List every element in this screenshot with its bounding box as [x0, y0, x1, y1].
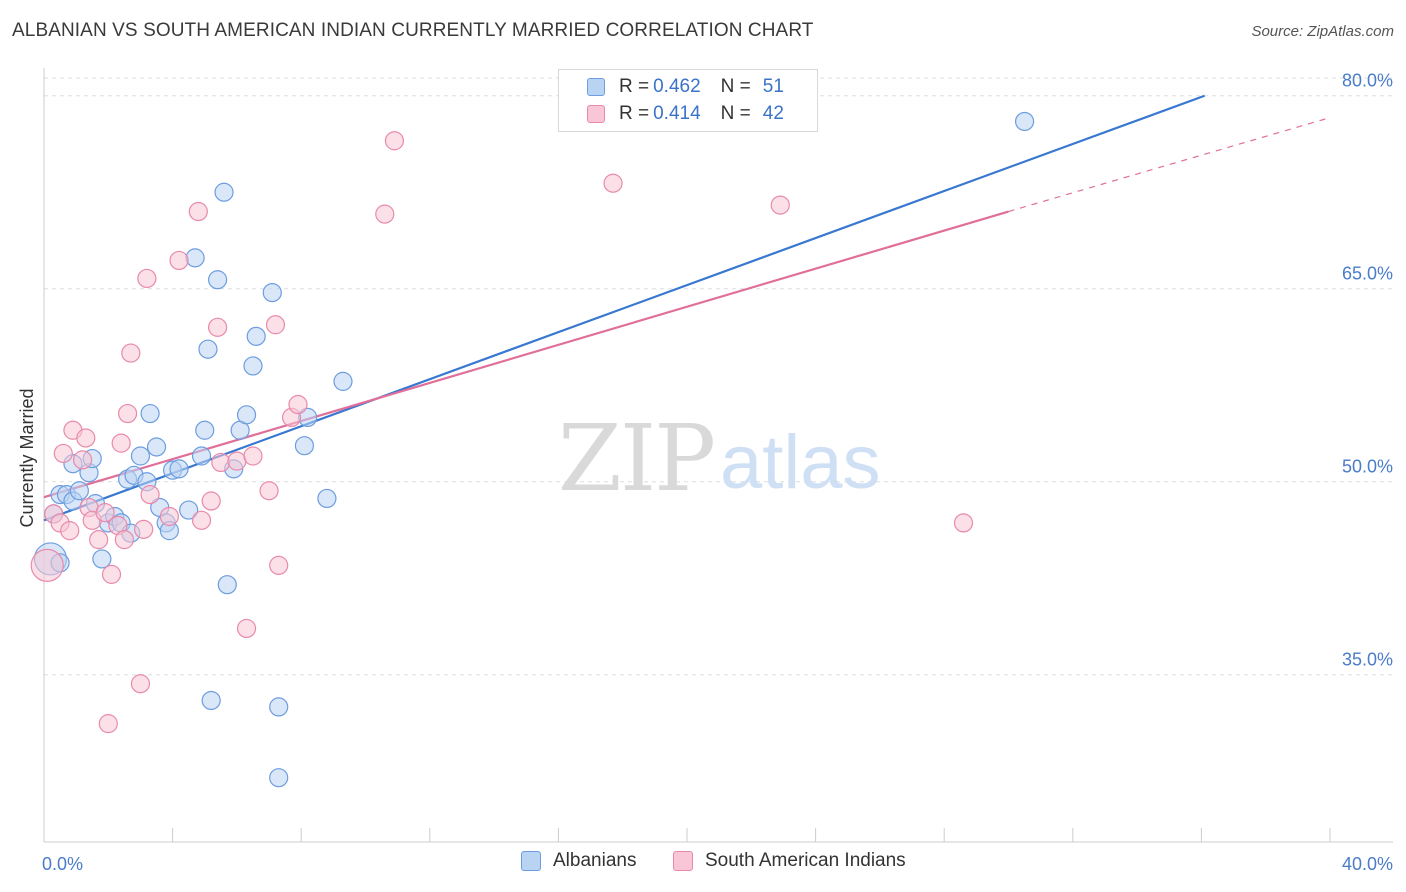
point-south-american-indians [191, 510, 212, 530]
point-albanians [269, 768, 289, 788]
series-legend-south-american-indians: South American Indians [673, 850, 906, 872]
trendline-albanians [43, 94, 1205, 522]
point-south-american-indians [121, 343, 141, 363]
point-south-american-indians [211, 452, 231, 473]
legend-swatch-albanians [587, 78, 605, 96]
point-south-american-indians [117, 403, 138, 424]
y-axis-label: Currently Married [17, 388, 37, 527]
point-south-american-indians [53, 443, 73, 464]
point-albanians [140, 403, 160, 424]
stats-legend: R = 0.462 N = 51 R = 0.414 N = 42 [558, 69, 818, 132]
point-albanians [246, 326, 266, 346]
series-swatch-south-american-indians [673, 851, 693, 871]
point-south-american-indians [89, 530, 109, 550]
chart-title: ALBANIAN VS SOUTH AMERICAN INDIAN CURREN… [12, 20, 814, 41]
point-south-american-indians [137, 268, 157, 289]
point-south-american-indians [603, 173, 623, 193]
point-albanians [92, 549, 112, 569]
point-albanians [262, 282, 282, 303]
y-tick-label: 80.0% [1342, 71, 1393, 91]
trendline-south-american-indians-extension [1008, 117, 1331, 213]
point-south-american-indians [375, 204, 395, 224]
point-south-american-indians [95, 503, 115, 523]
point-albanians [201, 690, 221, 711]
x-tick-label-min: 0.0% [42, 854, 83, 874]
point-albanians [208, 270, 228, 290]
point-albanians [317, 488, 337, 509]
point-south-american-indians [384, 131, 405, 151]
point-albanians [179, 500, 199, 520]
legend-n-value: 51 [762, 76, 784, 97]
point-albanians [169, 459, 189, 479]
point-south-american-indians [72, 450, 93, 470]
point-albanians [195, 420, 215, 440]
point-albanians [146, 437, 167, 457]
point-south-american-indians [169, 250, 189, 271]
legend-row-albanians: R = 0.462 N = 51 [587, 73, 784, 101]
point-albanians [269, 697, 289, 717]
legend-r-label: R = [619, 76, 650, 97]
point-south-american-indians [134, 519, 154, 539]
point-albanians [333, 371, 353, 391]
point-south-american-indians [770, 195, 790, 215]
point-albanians [191, 446, 212, 466]
point-south-american-indians [101, 564, 122, 584]
point-south-american-indians [114, 530, 134, 550]
legend-row-south-american-indians: R = 0.414 N = 42 [587, 100, 784, 128]
point-albanians [243, 356, 263, 376]
source-label: Source: ZipAtlas.com [1251, 23, 1394, 40]
point-south-american-indians [201, 491, 221, 511]
point-south-american-indians [236, 618, 257, 639]
point-south-american-indians [140, 485, 160, 505]
point-south-american-indians [188, 201, 208, 222]
watermark-zip: ZIP [558, 405, 714, 512]
legend-n-value: 42 [762, 103, 784, 124]
watermark-atlas: atlas [720, 420, 881, 505]
series-legend: Albanians South American Indians [0, 850, 1406, 878]
point-south-american-indians [76, 428, 96, 448]
axis-layer: 35.0% 50.0% 65.0% 80.0% [43, 68, 1393, 843]
point-albanians [217, 575, 237, 595]
point-south-american-indians [98, 714, 118, 734]
point-south-american-indians [130, 674, 151, 694]
point-south-american-indians [227, 451, 247, 471]
point-south-american-indians [30, 548, 64, 582]
point-albanians [69, 481, 89, 501]
point-south-american-indians [288, 394, 308, 415]
point-albanians [236, 405, 257, 425]
point-south-american-indians [259, 481, 279, 501]
legend-r-label: R = [619, 103, 650, 124]
y-tick-label: 65.0% [1342, 264, 1393, 284]
point-south-american-indians [265, 315, 286, 335]
point-south-american-indians [953, 513, 974, 533]
point-south-american-indians [111, 433, 131, 453]
points-layer [30, 111, 1035, 788]
point-south-american-indians [60, 521, 80, 541]
y-tick-label: 35.0% [1342, 650, 1393, 670]
legend-n-label: N = [720, 76, 751, 97]
watermark: ZIP atlas [558, 405, 881, 512]
point-south-american-indians [243, 446, 263, 466]
point-albanians [214, 182, 234, 202]
legend-n-label: N = [720, 103, 751, 124]
grid-layer [44, 77, 1393, 676]
point-south-american-indians [269, 555, 289, 575]
series-legend-albanians: Albanians [521, 850, 636, 872]
legend-swatch-south-american-indians [587, 105, 605, 123]
point-albanians [1014, 111, 1035, 132]
point-albanians [185, 248, 205, 268]
series-swatch-albanians [521, 851, 541, 871]
x-tick-label-max: 40.0% [1342, 854, 1393, 874]
series-label-albanians: Albanians [553, 850, 637, 871]
legend-r-value: 0.462 [653, 76, 701, 97]
series-label-south-american-indians: South American Indians [705, 850, 906, 871]
point-south-american-indians [208, 317, 228, 337]
point-albanians [294, 436, 315, 456]
legend-r-value: 0.414 [653, 103, 701, 124]
point-albanians [198, 339, 218, 359]
point-albanians [130, 446, 151, 466]
y-tick-label: 50.0% [1342, 457, 1393, 477]
point-south-american-indians [159, 506, 179, 527]
